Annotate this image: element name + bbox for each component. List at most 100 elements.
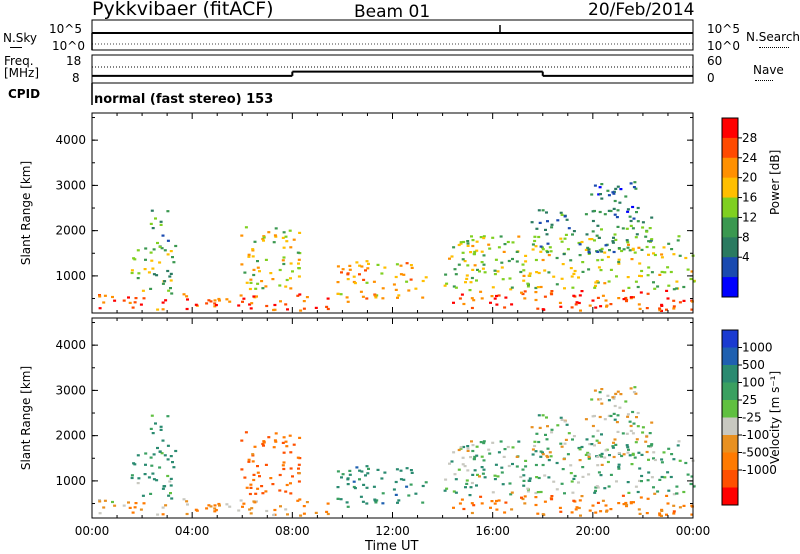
echo-cell <box>399 469 403 472</box>
echo-cell <box>137 272 141 275</box>
echo-cell <box>488 452 492 455</box>
echo-cell <box>249 281 253 284</box>
echo-cell <box>611 240 615 243</box>
echo-cell <box>452 285 456 288</box>
echo-cell <box>608 249 611 252</box>
echo-cell <box>366 472 370 475</box>
echo-cell <box>594 306 598 309</box>
echo-cell <box>547 476 551 479</box>
echo-cell <box>539 450 543 453</box>
echo-cell <box>619 393 623 396</box>
echo-cell <box>511 257 514 261</box>
echo-cell <box>133 258 137 261</box>
echo-cell <box>508 482 512 485</box>
echo-cell <box>647 445 651 448</box>
echo-cell <box>489 506 492 509</box>
echo-cell <box>637 303 641 306</box>
echo-cell <box>541 463 545 467</box>
echo-cell <box>242 502 246 505</box>
echo-cell <box>472 299 476 302</box>
echo-cell <box>530 426 534 429</box>
echo-cell <box>394 493 398 496</box>
echo-cell <box>493 297 497 300</box>
echo-cell <box>591 230 595 233</box>
echo-cell <box>667 447 671 450</box>
echo-cell <box>597 441 601 444</box>
echo-cell <box>591 424 595 428</box>
echo-cell <box>672 458 676 461</box>
echo-cell <box>675 492 679 495</box>
echo-cell <box>644 440 648 443</box>
echo-cell <box>170 292 174 295</box>
echo-cell <box>587 250 591 253</box>
echo-cell <box>279 300 282 303</box>
echo-cell <box>539 250 543 253</box>
echo-cell <box>365 281 369 284</box>
echo-cell <box>604 299 608 302</box>
echo-cell <box>468 289 472 292</box>
echo-cell <box>362 278 366 281</box>
echo-cell <box>672 305 676 308</box>
echo-cell <box>251 453 255 456</box>
echo-cell <box>247 460 251 463</box>
echo-cell <box>470 511 474 515</box>
echo-cell <box>660 475 664 479</box>
echo-cell <box>663 271 667 274</box>
colorbar-tick-label: 100 <box>742 376 765 390</box>
echo-cell <box>566 248 570 251</box>
echo-cell <box>617 452 621 455</box>
echo-cell <box>609 209 613 213</box>
echo-cell <box>556 424 560 427</box>
echo-cell <box>169 477 173 480</box>
echo-cell <box>612 455 616 459</box>
echo-cell <box>159 223 163 226</box>
echo-cell <box>282 262 286 266</box>
echo-cell <box>629 424 633 428</box>
echo-cell <box>650 443 654 446</box>
echo-cell <box>522 479 526 482</box>
echo-cell <box>545 211 548 214</box>
echo-cell <box>348 473 352 476</box>
echo-cell <box>128 301 132 304</box>
echo-cell <box>285 240 289 243</box>
echo-cell <box>584 248 588 251</box>
echo-cell <box>621 432 625 435</box>
echo-cell <box>302 505 306 508</box>
echo-cell <box>577 276 580 279</box>
echo-cell <box>102 506 106 509</box>
colorbar-segment <box>722 330 738 348</box>
echo-cell <box>547 271 551 274</box>
echo-cell <box>452 246 456 249</box>
echo-cell <box>587 473 591 476</box>
echo-cell <box>684 461 688 465</box>
echo-cell <box>507 259 511 263</box>
echo-cell <box>166 210 170 213</box>
echo-cell <box>534 291 538 294</box>
echo-cell <box>488 247 492 250</box>
cpid-label: CPID <box>8 87 41 101</box>
echo-cell <box>617 467 621 470</box>
echo-cell <box>646 497 650 500</box>
echo-cell <box>113 504 117 507</box>
echo-cell <box>383 471 387 474</box>
echo-cell <box>281 441 285 444</box>
echo-cell <box>274 440 278 443</box>
echo-cell <box>479 441 483 444</box>
echo-cell <box>594 284 597 287</box>
echo-cell <box>163 485 167 488</box>
echo-cell <box>348 469 352 472</box>
echo-cell <box>645 512 649 515</box>
echo-cell <box>616 209 620 212</box>
echo-cell <box>497 499 501 502</box>
echo-cell <box>161 487 165 490</box>
echo-cell <box>539 285 543 289</box>
colorbar-segment <box>722 365 738 383</box>
echo-cell <box>143 268 147 271</box>
echo-cell <box>560 418 564 421</box>
echo-cell <box>534 503 538 507</box>
echo-cell <box>491 441 495 444</box>
echo-cell <box>171 256 174 259</box>
echo-cell <box>185 500 189 503</box>
x-axis-title: Time UT <box>365 539 419 554</box>
echo-cell <box>240 468 244 471</box>
